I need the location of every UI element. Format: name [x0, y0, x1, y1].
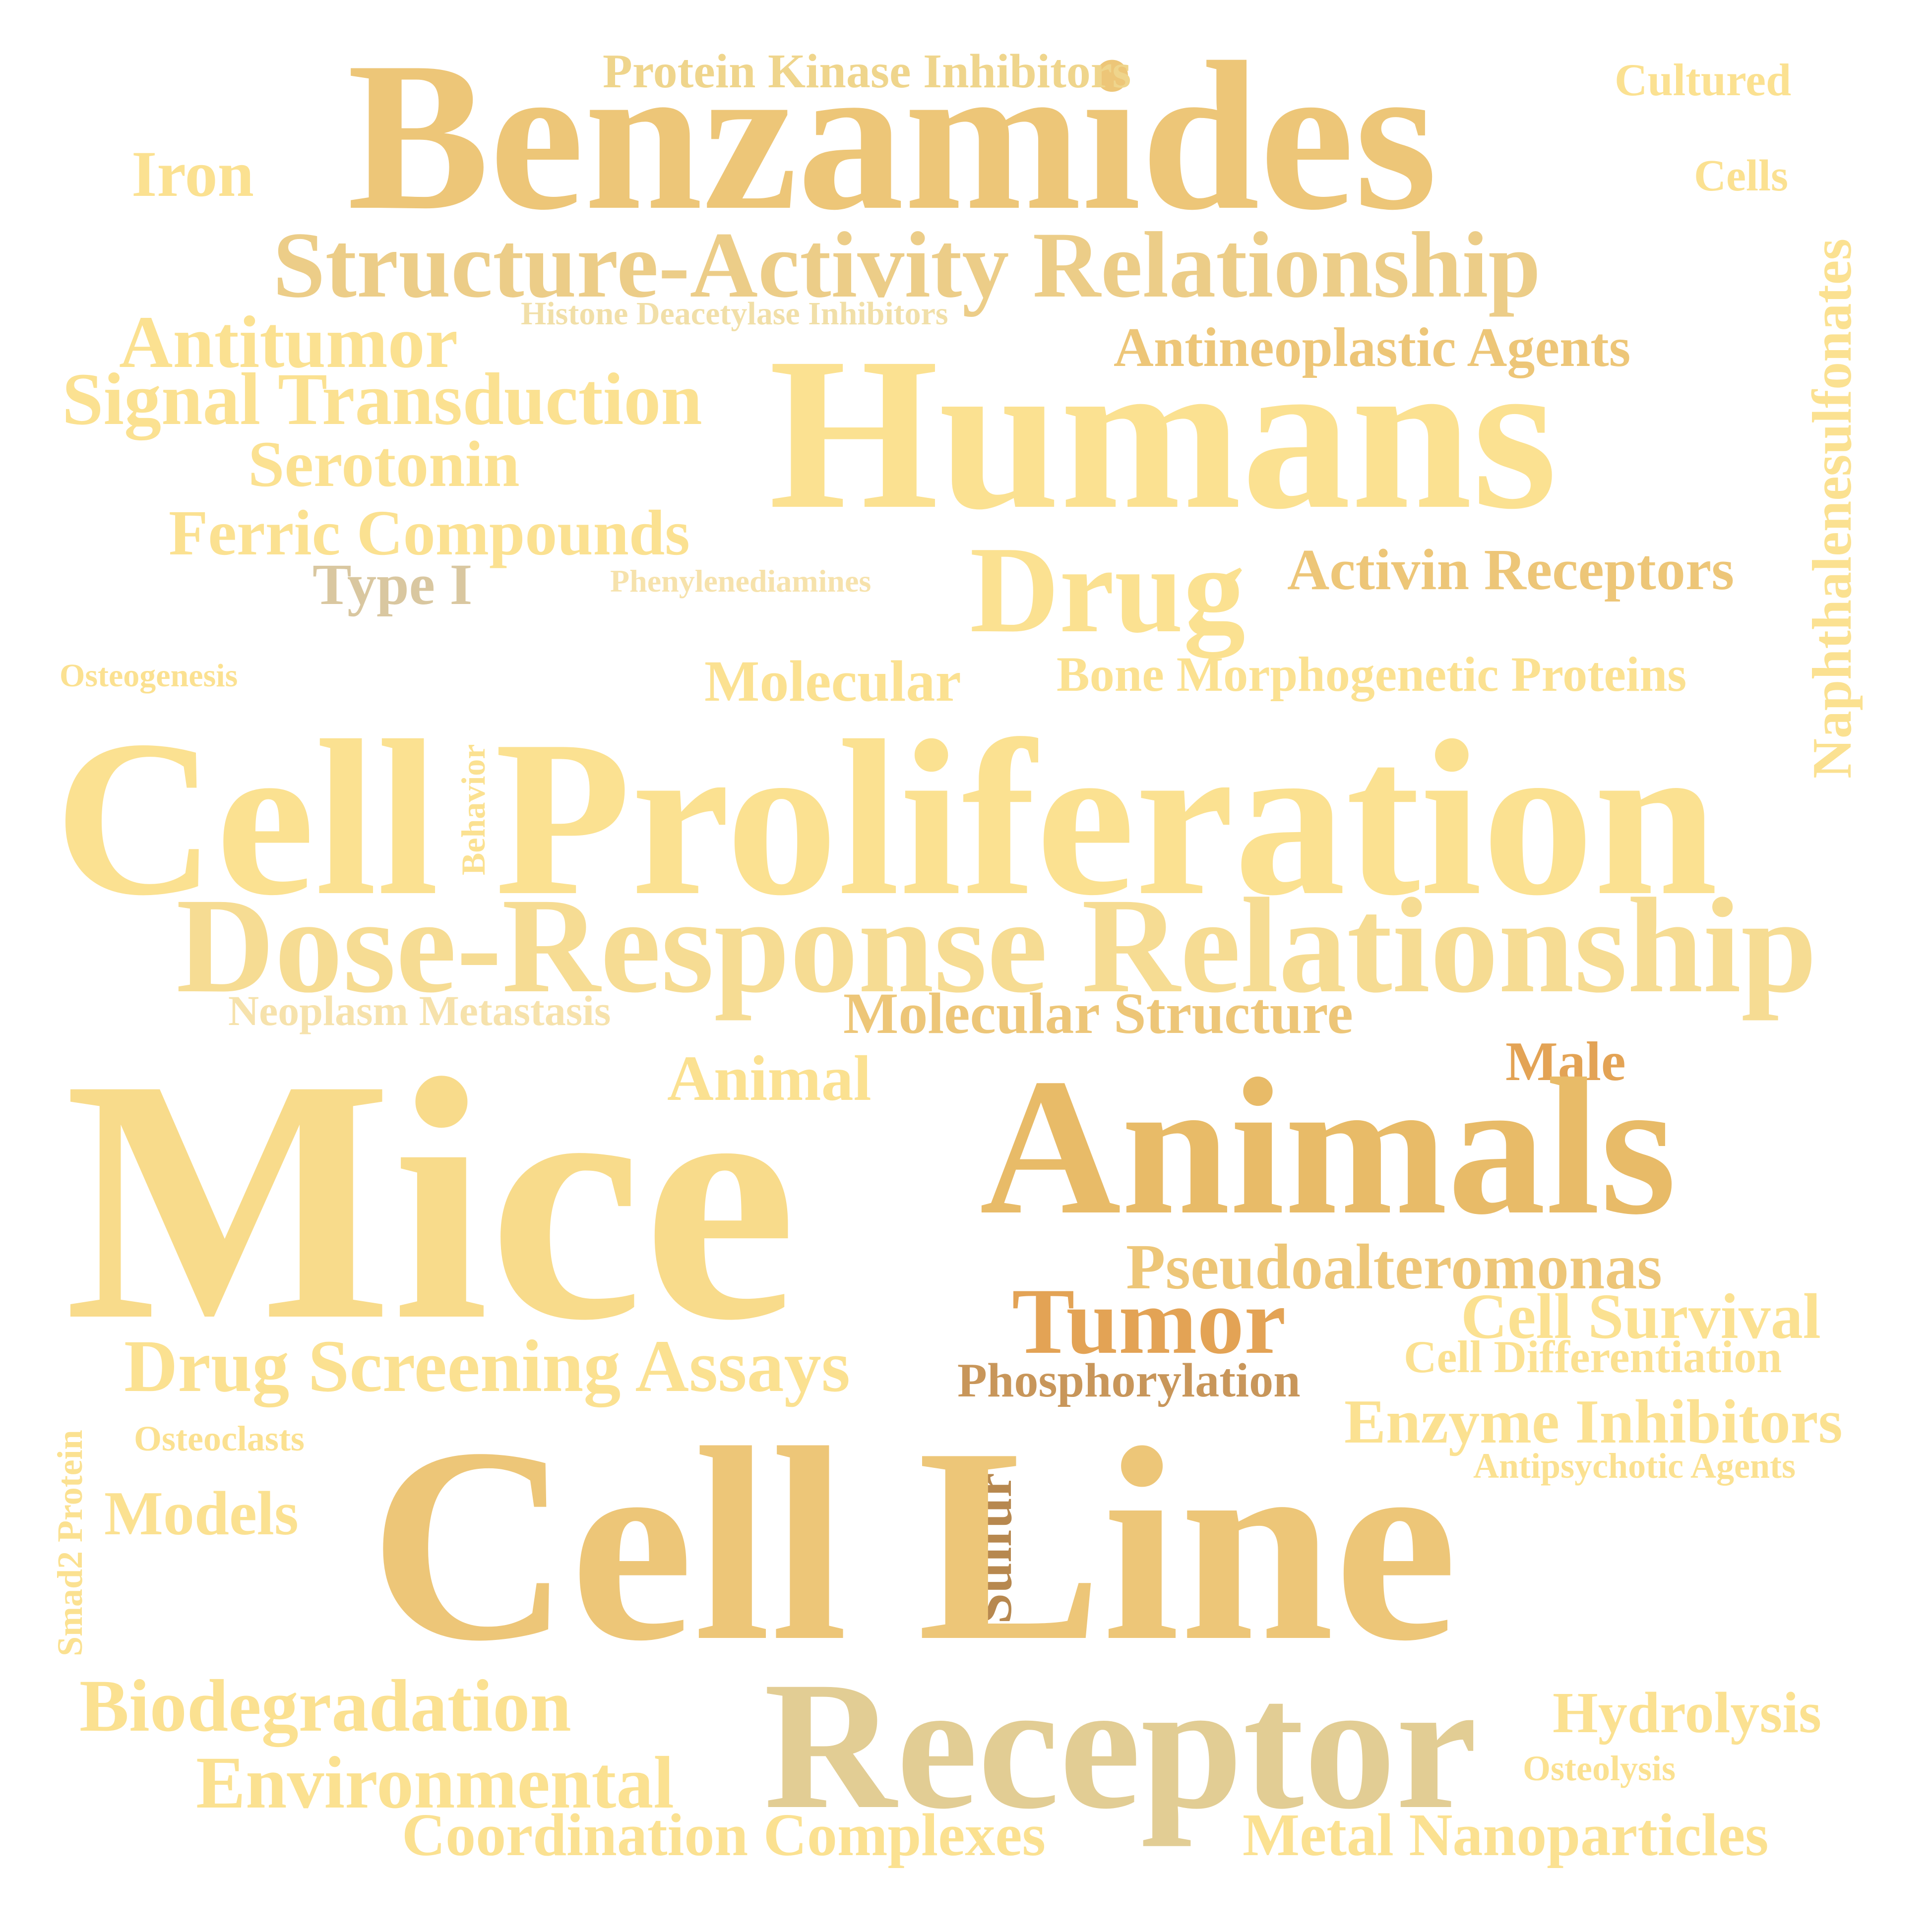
word-drug: Drug [970, 521, 1246, 659]
word-cells: Cells [1694, 151, 1788, 200]
word-protein-kinase-inhibitors: Protein Kinase Inhibitors [603, 45, 1131, 98]
word-animal: Animal [667, 1043, 872, 1114]
word-tumor: Tumor [1012, 1269, 1286, 1374]
word-behavior: Behavior [454, 744, 492, 875]
word-neoplasm-metastasis: Neoplasm Metastasis [228, 987, 611, 1034]
word-male: Male [1505, 1031, 1626, 1092]
word-antipsychotic-agents: Antipsychotic Agents [1473, 1446, 1796, 1486]
word-bone-morphogenetic-proteins: Bone Morphogenetic Proteins [1057, 647, 1687, 702]
word-benzamides: Benzamides [347, 18, 1437, 254]
word-hydrolysis: Hydrolysis [1553, 1680, 1822, 1745]
word-antineoplastic-agents: Antineoplastic Agents [1114, 317, 1631, 378]
word-iron: Iron [131, 137, 254, 210]
word-smad2-protein: Smad2 Protein [50, 1430, 90, 1656]
word-enzyme-inhibitors: Enzyme Inhibitors [1344, 1388, 1843, 1456]
word-receptor: Receptor [764, 1644, 1478, 1847]
word-structure-activity-relationship: Structure-Activity Relationship [273, 213, 1541, 317]
word-cell-survival: Cell Survival [1461, 1281, 1821, 1352]
word-phenylenediamines: Phenylenediamines [610, 563, 872, 599]
word-cell-proliferation: Cell Proliferation [55, 695, 1718, 942]
word-animals: Animals [980, 1038, 1677, 1255]
word-signal-transduction: Signal Transduction [62, 358, 702, 440]
word-osteoclasts: Osteoclasts [134, 1419, 305, 1458]
word-pseudoalteromonas: Pseudoalteromonas [1126, 1231, 1662, 1303]
word-cultured: Cultured [1615, 55, 1792, 105]
word-environmental: Environmental [196, 1742, 675, 1824]
word-histone-deacetylase-inhibitors: Histone Deacetylase Inhibitors [521, 296, 948, 332]
word-dose-response-relationship: Dose-Response Relationship [176, 870, 1817, 1021]
word-drug-screening-assays: Drug Screening Assays [124, 1325, 851, 1407]
word-phosphorylation: Phosphorylation [957, 1354, 1301, 1407]
word-activin-receptors: Activin Receptors [1287, 537, 1735, 602]
word-osteogenesis: Osteogenesis [60, 658, 238, 694]
word-type-i: Type I [312, 552, 473, 617]
word-cell-line: Cell Line [370, 1391, 1458, 1698]
word-molecular: Molecular [704, 649, 961, 714]
word-molecular-structure: Molecular Structure [843, 981, 1353, 1046]
word-antitumor: Antitumor [119, 301, 458, 383]
word-ferric-compounds: Ferric Compounds [169, 497, 690, 569]
word-humans: Humans [769, 313, 1558, 554]
word-metal-nanoparticles: Metal Nanoparticles [1243, 1802, 1769, 1869]
word-models: Models [104, 1479, 299, 1548]
word-coordination-complexes: Coordination Complexes [402, 1802, 1046, 1869]
word-osteolysis: Osteolysis [1523, 1749, 1676, 1788]
word-mice: Mice [64, 1008, 797, 1392]
word-serotonin: Serotonin [248, 427, 520, 500]
word-cell-differentiation: Cell Differentiation [1404, 1331, 1782, 1382]
word-biodegradation: Biodegradation [79, 1665, 571, 1747]
word-naphthalenesulfonates: Naphthalenesulfonates [1802, 238, 1863, 779]
